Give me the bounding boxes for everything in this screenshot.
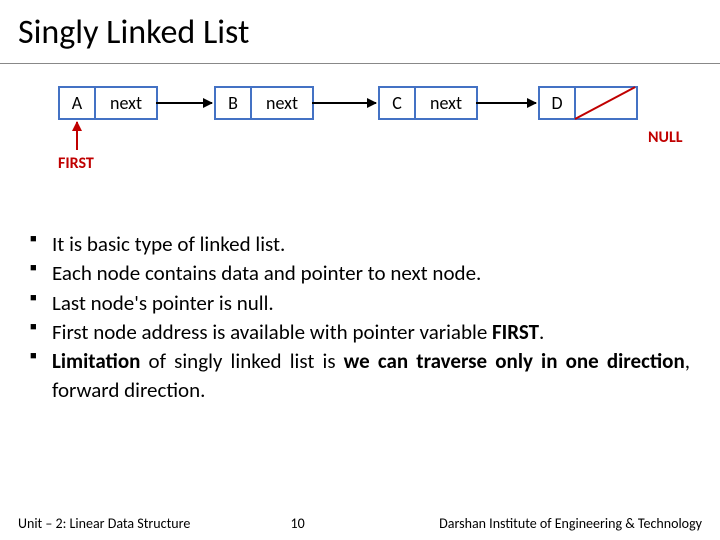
node-data: A xyxy=(60,88,96,118)
node-B: Bnext xyxy=(214,86,314,120)
null-label: NULL xyxy=(648,128,683,147)
bullet-item: Each node contains data and pointer to n… xyxy=(30,259,690,287)
node-next: next xyxy=(416,88,476,118)
node-data: D xyxy=(540,88,576,118)
node-next: next xyxy=(96,88,156,118)
node-C: Cnext xyxy=(378,86,478,120)
bullet-item: It is basic type of linked list. xyxy=(30,230,690,258)
bullet-list: It is basic type of linked list.Each nod… xyxy=(0,222,720,404)
first-label: FIRST xyxy=(58,154,94,173)
node-data: C xyxy=(380,88,416,118)
node-A: Anext xyxy=(58,86,158,120)
footer-institute: Darshan Institute of Engineering & Techn… xyxy=(328,515,702,532)
node-data: B xyxy=(216,88,252,118)
bullet-item: Last node's pointer is null. xyxy=(30,289,690,317)
footer-page-number: 10 xyxy=(268,515,328,532)
footer-unit: Unit – 2: Linear Data Structure xyxy=(18,515,268,532)
arrow-1 xyxy=(312,102,376,104)
bullet-item: Limitation of singly linked list is we c… xyxy=(30,347,690,404)
slide-title: Singly Linked List xyxy=(0,0,720,64)
node-next: next xyxy=(252,88,312,118)
arrow-2 xyxy=(476,102,536,104)
arrow-0 xyxy=(156,102,212,104)
linked-list-diagram: AnextBnextCnextDFIRSTNULL xyxy=(0,82,720,222)
first-pointer-arrow xyxy=(76,122,78,150)
bullet-item: First node address is available with poi… xyxy=(30,318,690,346)
footer: Unit – 2: Linear Data Structure 10 Darsh… xyxy=(0,515,720,532)
